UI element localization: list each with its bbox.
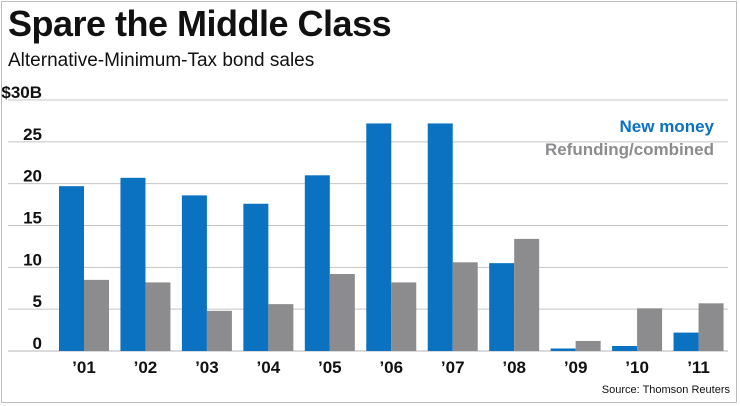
x-tick-label: ’01 [72,358,96,377]
x-tick-label: ’09 [564,358,588,377]
chart-subtitle: Alternative-Minimum-Tax bond sales [8,50,315,71]
y-tick-label: 10 [23,250,42,269]
bar-new-money [489,263,515,351]
x-tick-label: ’06 [379,358,403,377]
bar-new-money [304,175,330,351]
bar-refunding [145,282,171,351]
x-tick-label: ’08 [502,358,526,377]
bar-new-money [59,186,84,351]
y-tick-label: 15 [23,209,42,228]
bar-refunding [452,262,478,351]
bar-refunding [84,279,109,351]
legend-new-money: New money [620,117,715,136]
y-tick-label: $30B [1,83,42,102]
legend-refunding: Refunding/combined [545,140,714,159]
bar-refunding [575,340,601,351]
bar-refunding [391,282,417,351]
bar-new-money [612,345,638,351]
bar-new-money [427,123,453,351]
bar-new-money [181,195,207,351]
source-note: Source: Thomson Reuters [601,384,730,396]
y-tick-label: 0 [33,334,42,353]
x-tick-label: ’03 [195,358,219,377]
bar-new-money [120,177,146,351]
bar-refunding [698,303,724,351]
bar-new-money [550,348,576,351]
bar-refunding [637,308,663,351]
chart-title: Spare the Middle Class [8,3,392,44]
y-axis-ticks: 0 5 10 15 20 25 $30B [1,83,42,353]
bar-new-money [243,203,269,351]
bar-refunding [206,310,232,351]
y-tick-label: 25 [23,125,42,144]
y-tick-label: 5 [33,292,42,311]
x-axis-ticks: ’01 ’02 ’03 ’04 ’05 ’06 ’07 ’08 ’09 ’10 ’11 [72,358,710,377]
bar-new-money [366,123,392,351]
x-tick-label: ’07 [441,358,465,377]
bars [59,123,724,351]
bar-new-money [673,332,699,351]
x-tick-label: ’02 [134,358,158,377]
x-tick-label: ’04 [257,358,281,377]
x-tick-label: ’10 [625,358,649,377]
x-tick-label: ’05 [318,358,342,377]
x-tick-label: ’11 [687,358,710,377]
bar-refunding [329,274,355,351]
bar-refunding [514,238,540,351]
bar-refunding [268,304,294,351]
legend: New money Refunding/combined [545,117,715,159]
y-tick-label: 20 [23,167,42,186]
